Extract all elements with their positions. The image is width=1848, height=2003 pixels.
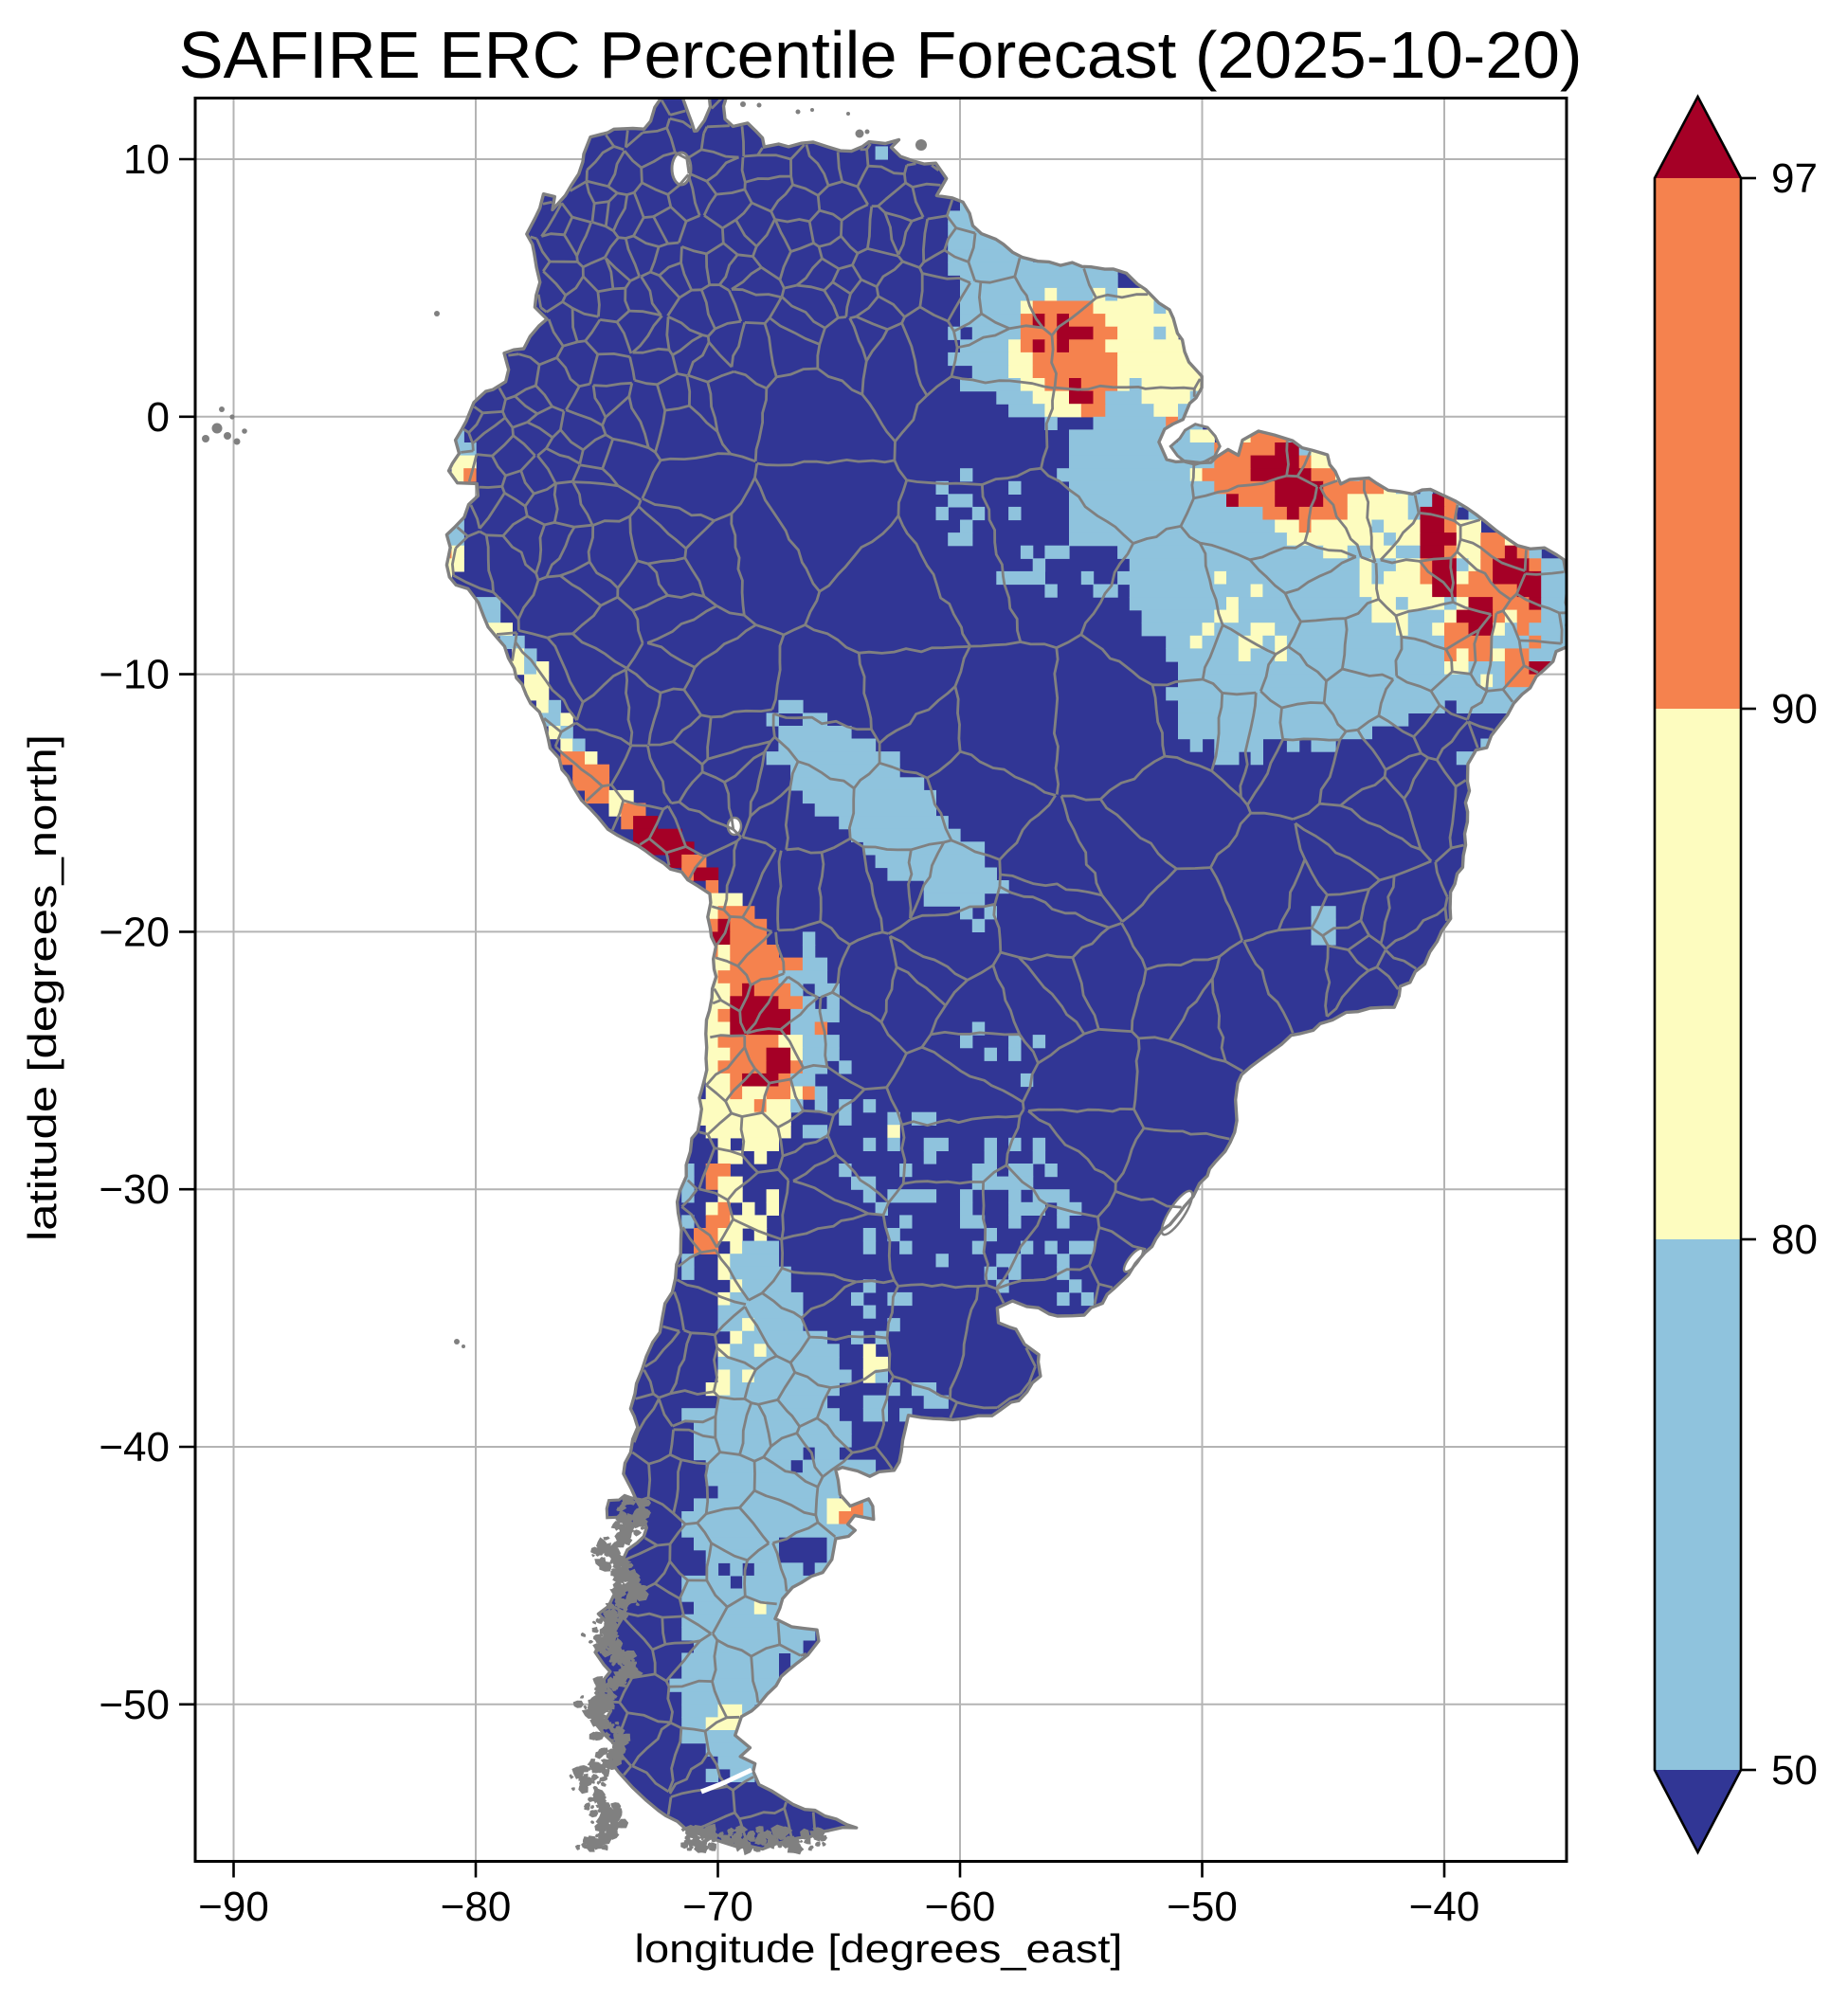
- svg-text:80: 80: [1771, 1217, 1818, 1263]
- svg-text:latitude [degrees_north]: latitude [degrees_north]: [20, 734, 64, 1241]
- svg-text:−20: −20: [99, 909, 170, 955]
- svg-text:−90: −90: [198, 1884, 269, 1930]
- svg-text:50: 50: [1771, 1747, 1818, 1794]
- svg-text:−50: −50: [1167, 1884, 1238, 1930]
- svg-text:90: 90: [1771, 686, 1818, 732]
- svg-text:longitude [degrees_east]: longitude [degrees_east]: [635, 1926, 1123, 1971]
- svg-text:0: 0: [147, 394, 170, 441]
- svg-text:−80: −80: [441, 1884, 512, 1930]
- svg-text:10: 10: [123, 136, 170, 183]
- svg-text:SAFIRE ERC Percentile Forecast: SAFIRE ERC Percentile Forecast (2025-10-…: [179, 18, 1583, 92]
- svg-text:−10: −10: [99, 652, 170, 698]
- svg-text:−30: −30: [99, 1166, 170, 1213]
- svg-text:−60: −60: [925, 1884, 996, 1930]
- svg-text:−50: −50: [99, 1682, 170, 1728]
- svg-text:97: 97: [1771, 155, 1818, 202]
- svg-text:−40: −40: [99, 1424, 170, 1471]
- svg-text:−40: −40: [1409, 1884, 1480, 1930]
- svg-text:−70: −70: [682, 1884, 753, 1930]
